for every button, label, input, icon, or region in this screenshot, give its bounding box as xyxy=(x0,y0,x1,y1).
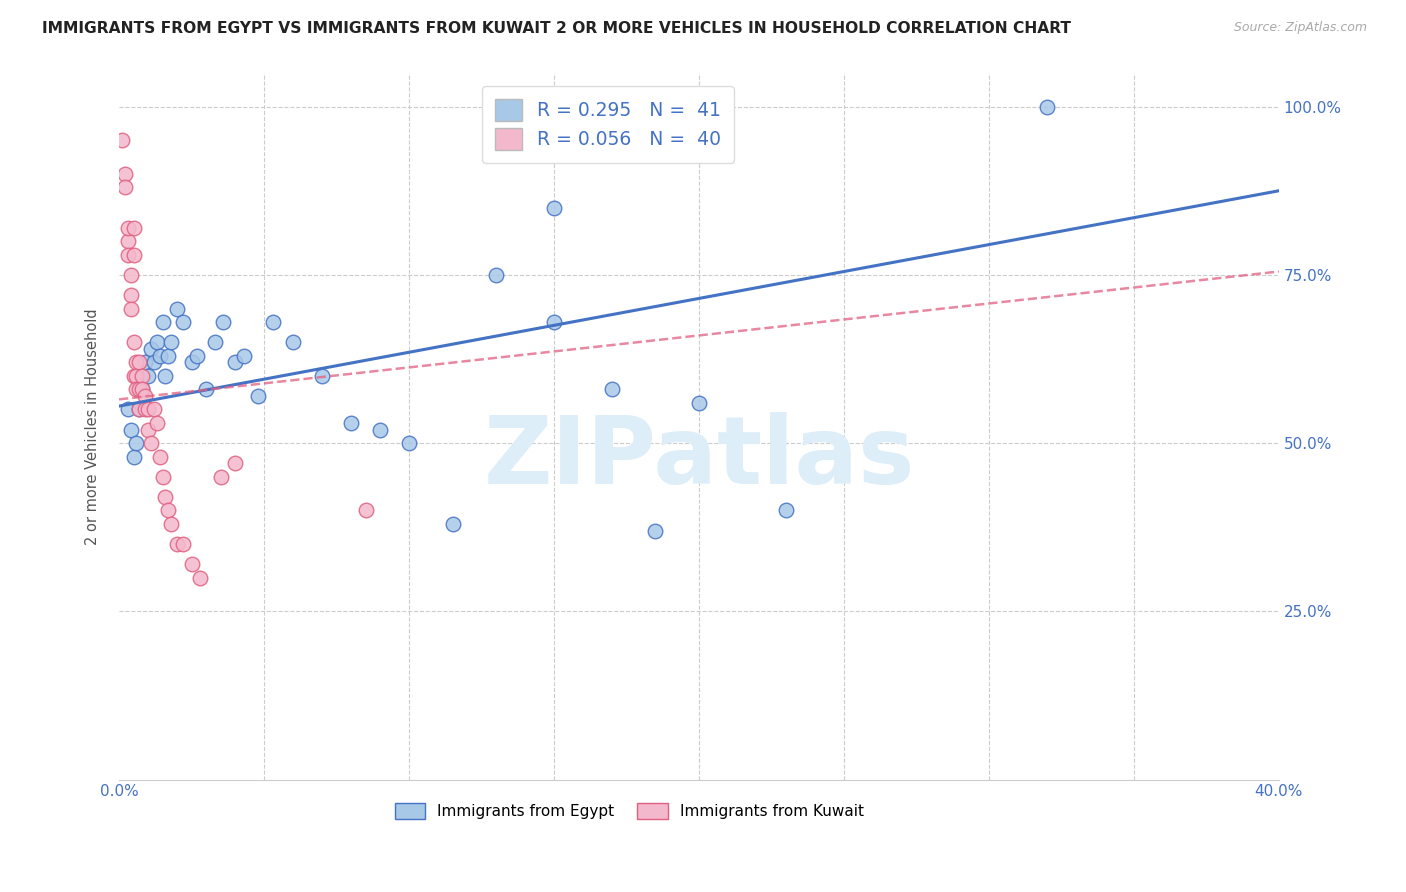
Point xyxy=(120,301,142,316)
Point xyxy=(224,355,246,369)
Point xyxy=(142,402,165,417)
Point xyxy=(485,268,508,282)
Point xyxy=(368,423,391,437)
Point xyxy=(281,335,304,350)
Point xyxy=(224,456,246,470)
Point xyxy=(212,315,235,329)
Point xyxy=(114,180,136,194)
Point xyxy=(131,382,153,396)
Point xyxy=(180,355,202,369)
Point xyxy=(186,349,208,363)
Point xyxy=(136,402,159,417)
Point xyxy=(441,516,464,531)
Point xyxy=(600,382,623,396)
Point xyxy=(142,355,165,369)
Text: ZIPatlas: ZIPatlas xyxy=(484,412,915,504)
Point xyxy=(204,335,226,350)
Point xyxy=(117,234,139,248)
Point xyxy=(117,220,139,235)
Point xyxy=(134,355,156,369)
Point xyxy=(117,402,139,417)
Legend: Immigrants from Egypt, Immigrants from Kuwait: Immigrants from Egypt, Immigrants from K… xyxy=(388,797,870,825)
Point xyxy=(340,416,363,430)
Point xyxy=(149,349,172,363)
Point xyxy=(209,469,232,483)
Point xyxy=(145,416,167,430)
Point xyxy=(139,436,162,450)
Point xyxy=(125,355,148,369)
Point xyxy=(160,516,183,531)
Text: Source: ZipAtlas.com: Source: ZipAtlas.com xyxy=(1233,21,1367,35)
Point xyxy=(262,315,284,329)
Point xyxy=(149,450,172,464)
Point xyxy=(188,571,211,585)
Text: IMMIGRANTS FROM EGYPT VS IMMIGRANTS FROM KUWAIT 2 OR MORE VEHICLES IN HOUSEHOLD : IMMIGRANTS FROM EGYPT VS IMMIGRANTS FROM… xyxy=(42,21,1071,37)
Point xyxy=(155,490,177,504)
Point xyxy=(122,220,145,235)
Point xyxy=(122,368,145,383)
Y-axis label: 2 or more Vehicles in Household: 2 or more Vehicles in Household xyxy=(86,308,100,545)
Point xyxy=(155,368,177,383)
Point xyxy=(122,335,145,350)
Point xyxy=(134,389,156,403)
Point xyxy=(131,368,153,383)
Point xyxy=(122,248,145,262)
Point xyxy=(134,402,156,417)
Point xyxy=(122,450,145,464)
Point xyxy=(120,268,142,282)
Point xyxy=(128,402,150,417)
Point xyxy=(172,537,194,551)
Point xyxy=(688,396,710,410)
Point xyxy=(152,315,174,329)
Point xyxy=(311,368,333,383)
Point xyxy=(128,402,150,417)
Point xyxy=(111,133,134,147)
Point xyxy=(128,382,150,396)
Point xyxy=(166,537,188,551)
Point xyxy=(644,524,666,538)
Point xyxy=(120,423,142,437)
Point xyxy=(543,201,565,215)
Point xyxy=(139,342,162,356)
Point xyxy=(136,368,159,383)
Point xyxy=(136,423,159,437)
Point xyxy=(398,436,420,450)
Point xyxy=(157,349,180,363)
Point xyxy=(172,315,194,329)
Point xyxy=(160,335,183,350)
Point xyxy=(125,368,148,383)
Point xyxy=(1036,100,1059,114)
Point xyxy=(145,335,167,350)
Point xyxy=(180,558,202,572)
Point xyxy=(247,389,270,403)
Point xyxy=(775,503,797,517)
Point xyxy=(114,167,136,181)
Point xyxy=(125,382,148,396)
Point xyxy=(157,503,180,517)
Point xyxy=(120,288,142,302)
Point xyxy=(232,349,254,363)
Point xyxy=(117,248,139,262)
Point xyxy=(543,315,565,329)
Point xyxy=(131,382,153,396)
Point xyxy=(166,301,188,316)
Point xyxy=(125,436,148,450)
Point xyxy=(128,355,150,369)
Point xyxy=(152,469,174,483)
Point xyxy=(354,503,377,517)
Point xyxy=(195,382,218,396)
